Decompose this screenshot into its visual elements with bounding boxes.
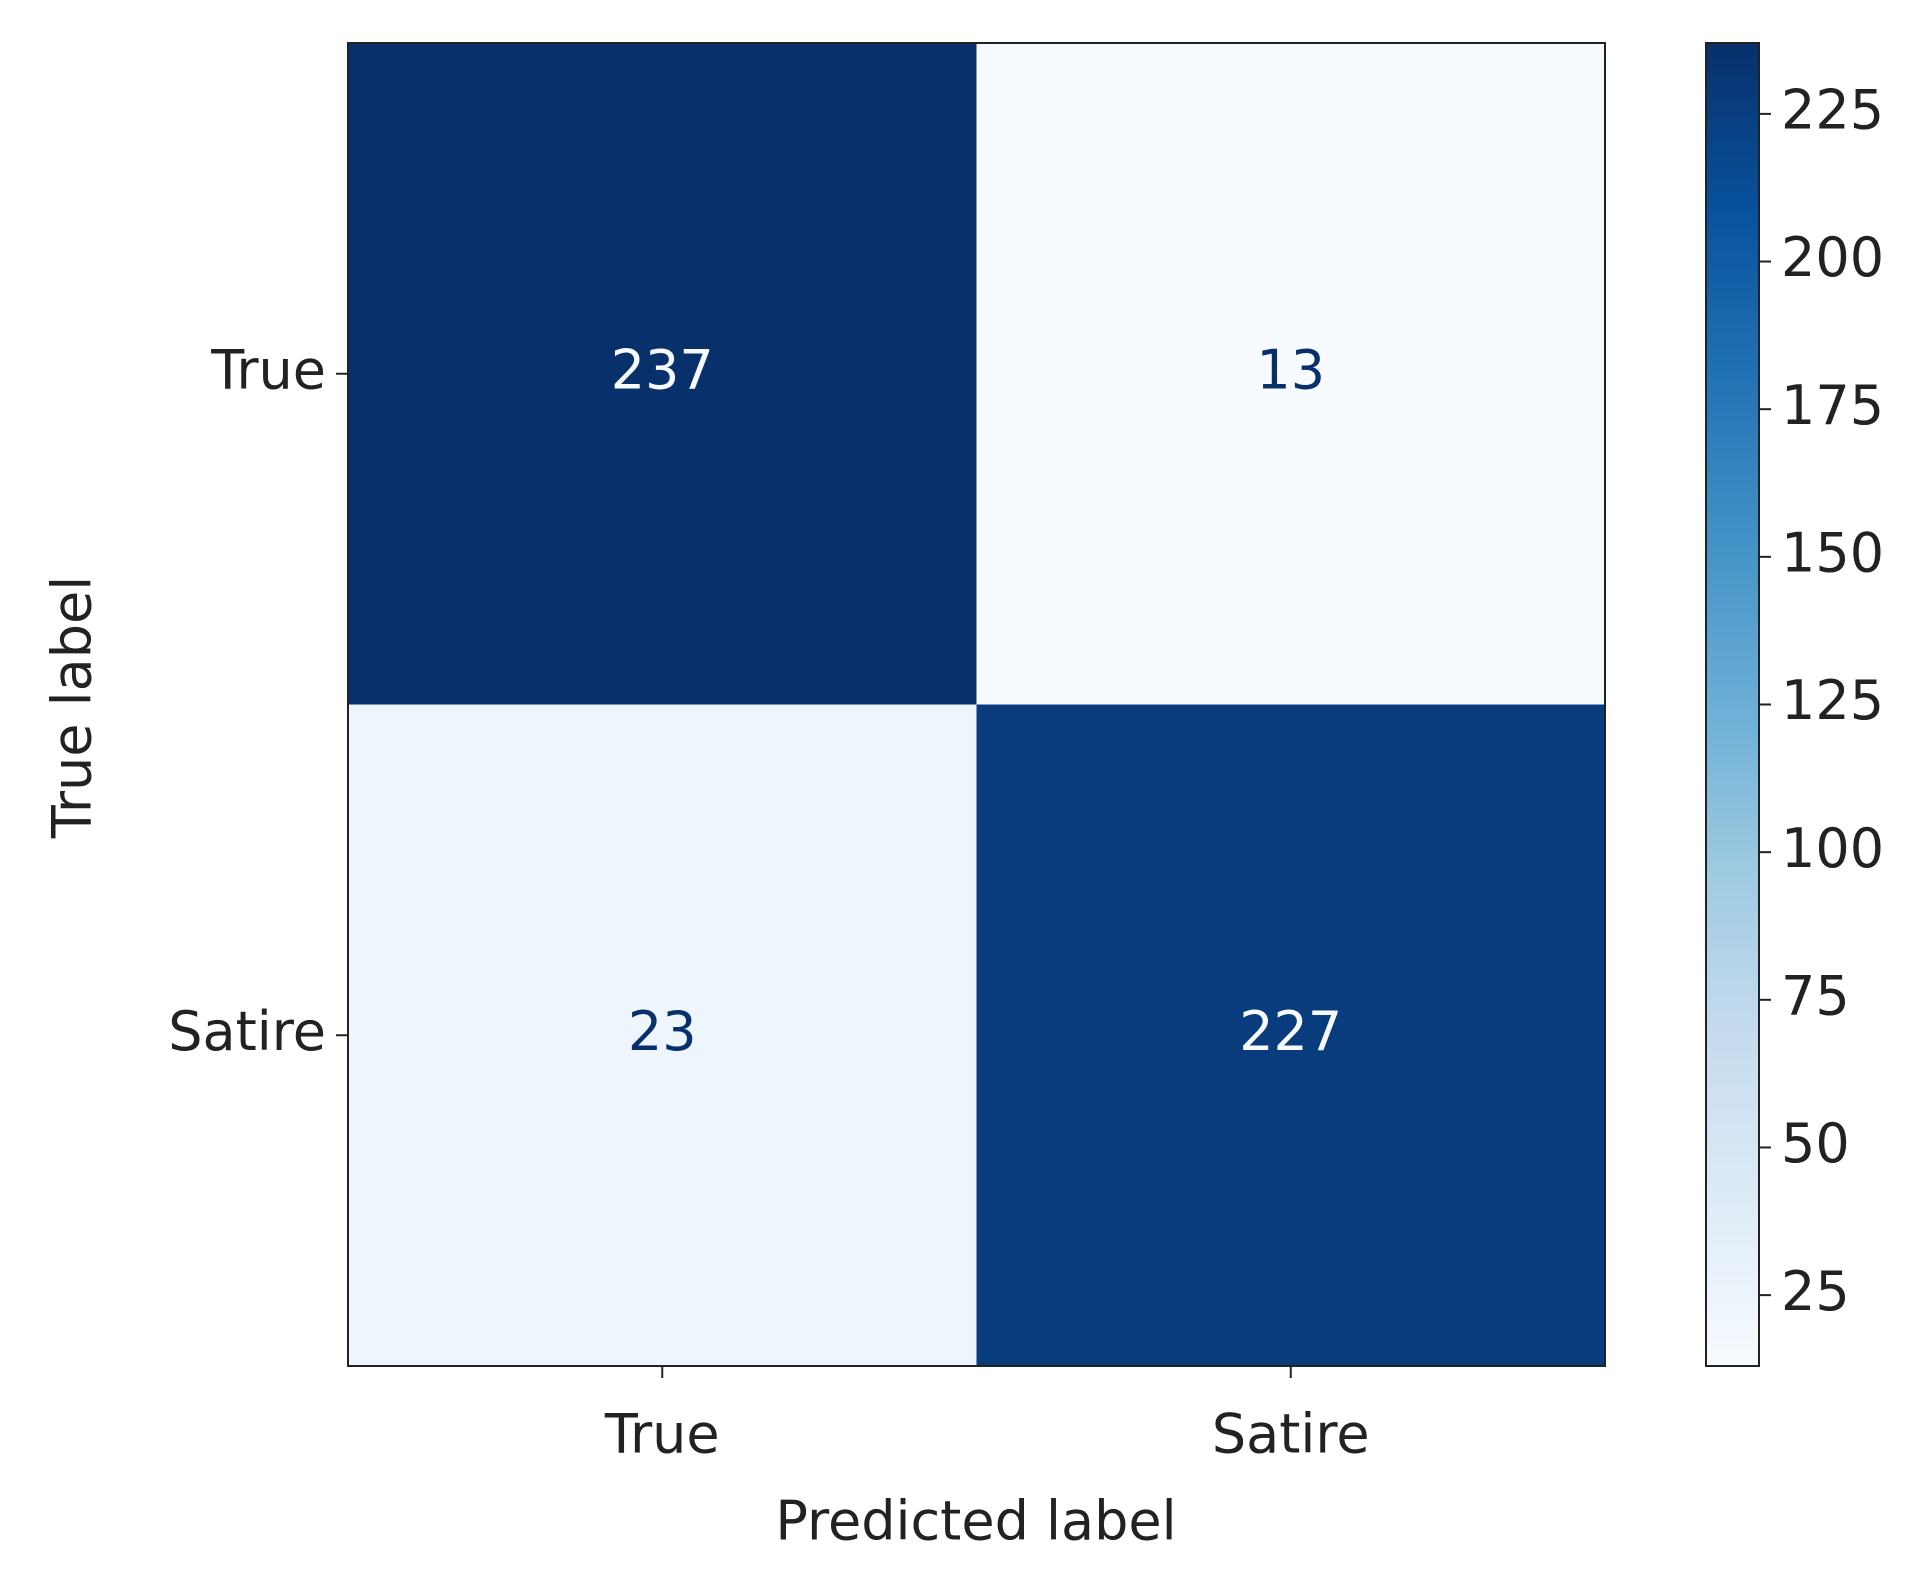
colorbar-tick-label: 25 [1781,1260,1850,1323]
colorbar-tick-label: 175 [1781,374,1884,437]
cell-value-label: 13 [1256,338,1325,401]
colorbar-tick-label: 225 [1781,79,1884,142]
y-tick-label: True [210,338,326,401]
colorbar-tick-label: 150 [1781,521,1884,584]
heatmap-cell [348,43,977,705]
colorbar-tick-label: 50 [1781,1112,1850,1175]
colorbar-tick-label: 125 [1781,669,1884,732]
colorbar [1705,42,1760,1367]
heatmap-cell [348,704,977,1367]
cell-value-label: 227 [1239,1000,1342,1063]
y-tick-label: Satire [168,1000,326,1063]
heatmap-cell [976,704,1606,1367]
x-axis-label: Predicted label [775,1490,1176,1553]
heatmap-cell [976,43,1606,705]
x-tick-label: True [604,1403,720,1466]
x-tick-label: Satire [1212,1403,1370,1466]
plot-frame [347,42,1606,1367]
colorbar-tick-label: 100 [1781,817,1884,880]
cell-value-label: 23 [628,1000,697,1063]
y-axis-label: True label [41,576,104,839]
cell-value-label: 237 [611,338,714,401]
colorbar-tick-label: 75 [1781,964,1850,1027]
colorbar-tick-label: 200 [1781,226,1884,289]
